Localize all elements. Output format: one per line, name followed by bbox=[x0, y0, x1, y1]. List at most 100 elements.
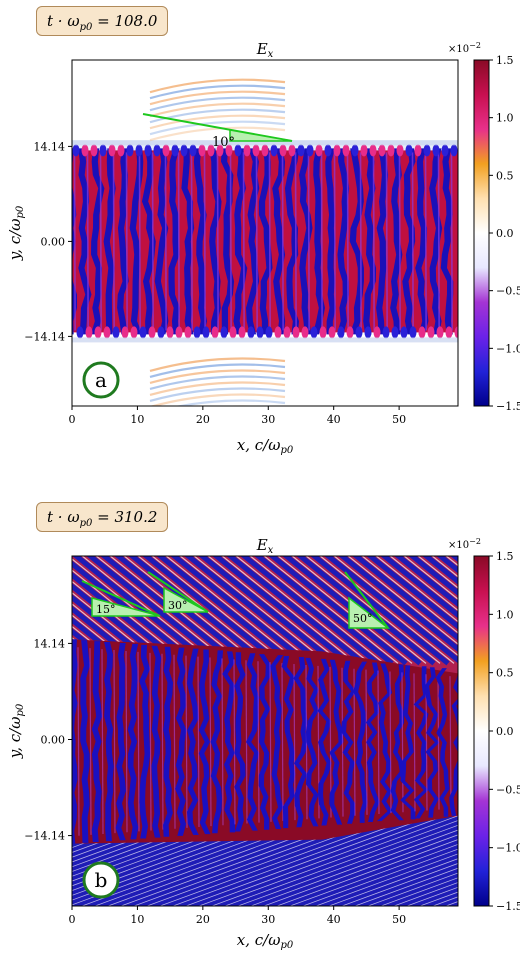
ripple-line bbox=[149, 363, 286, 379]
fringe-top bbox=[207, 144, 215, 157]
diag-stripe-blue bbox=[369, 873, 458, 906]
diag-stripe-blue bbox=[213, 816, 458, 906]
stripe-negative bbox=[341, 660, 357, 824]
stripe-negative bbox=[449, 673, 458, 816]
diag-stripe-white bbox=[275, 839, 458, 906]
time-label-b: t · ωp0 = 310.2 bbox=[36, 502, 169, 532]
colorbar-tick-label: −1.0 bbox=[496, 842, 520, 855]
colorbar-scale: ×10−2 bbox=[448, 537, 481, 551]
fringe-bottom bbox=[202, 326, 210, 339]
diag-stripe-blue bbox=[0, 551, 28, 663]
stripe-negative bbox=[258, 148, 273, 335]
x-tick-label: 0 bbox=[69, 913, 76, 926]
stripe-negative bbox=[363, 148, 377, 335]
fringe-bottom bbox=[445, 326, 453, 339]
diag-stripe-blue bbox=[198, 556, 338, 666]
fringe-bottom bbox=[157, 326, 165, 339]
diag-stripe-white bbox=[305, 556, 441, 664]
ripple-line bbox=[149, 90, 286, 106]
ripple-line bbox=[149, 357, 286, 373]
band-halo-top bbox=[72, 140, 458, 146]
stripe-edge bbox=[209, 657, 212, 827]
stripe-edge bbox=[173, 654, 176, 829]
diag-stripe-blue bbox=[382, 878, 458, 906]
diag-stripe-white bbox=[0, 551, 34, 663]
fringe-top bbox=[162, 144, 170, 157]
fringe-bottom bbox=[283, 326, 291, 339]
y-tick-label: 0.00 bbox=[41, 235, 66, 248]
ripple-line bbox=[149, 84, 286, 100]
stripe-negative bbox=[175, 647, 187, 836]
stripe-negative bbox=[181, 148, 195, 335]
stripe-edge bbox=[449, 676, 452, 809]
fringe-bottom bbox=[454, 326, 458, 339]
stripe-negative bbox=[440, 148, 454, 335]
ripple-line bbox=[149, 375, 286, 391]
stripe-negative bbox=[390, 148, 403, 335]
stripe-negative bbox=[305, 657, 319, 827]
y-axis-ticks: 14.14 0.00 −14.14 bbox=[24, 140, 72, 343]
fringe-bottom bbox=[256, 326, 264, 339]
diag-stripe-blue bbox=[156, 556, 296, 666]
stripe-negative bbox=[376, 148, 389, 335]
diag-stripe-white bbox=[333, 556, 458, 657]
x-axis-label: x, c/ωp0 bbox=[237, 931, 294, 951]
colorbar-ticks: 1.5 1.0 0.5 0.0 −0.5 −1.0 −1.5 bbox=[489, 550, 520, 913]
fringe-top bbox=[333, 144, 341, 157]
y-axis-label: y, c/ωp0 bbox=[6, 205, 26, 261]
colorbar-tick-label: −1.0 bbox=[496, 342, 520, 355]
stripe-edge bbox=[294, 152, 297, 331]
stripe-edge bbox=[112, 152, 115, 331]
svg-text:b: b bbox=[95, 868, 108, 892]
diag-stripe-blue bbox=[187, 813, 441, 906]
stripe-edge bbox=[389, 671, 392, 814]
panel-badge: a bbox=[82, 361, 120, 399]
y-axis-ticks: 14.14 0.00 −14.14 bbox=[24, 637, 72, 843]
heatmap-area bbox=[0, 551, 520, 911]
stripe-edge bbox=[333, 152, 336, 331]
fringe-top bbox=[243, 144, 251, 157]
colorbar-tick-label: −1.5 bbox=[496, 400, 520, 413]
stripe-negative bbox=[325, 148, 336, 335]
stripe-edge bbox=[281, 152, 284, 331]
diag-stripe-blue bbox=[505, 816, 520, 911]
diag-stripe-blue bbox=[226, 556, 366, 666]
diag-stripe-white bbox=[184, 815, 434, 906]
y-tick-label: −14.14 bbox=[24, 830, 65, 843]
fringe-bottom bbox=[184, 326, 192, 339]
diag-stripe-white bbox=[0, 551, 6, 663]
svg-text:a: a bbox=[95, 368, 107, 392]
stripe-negative bbox=[186, 648, 199, 836]
fringe-bottom bbox=[229, 326, 237, 339]
diag-stripe-blue bbox=[252, 830, 458, 906]
fringe-bottom bbox=[130, 326, 138, 339]
fringe-top bbox=[189, 144, 197, 157]
diag-stripe-blue bbox=[254, 556, 394, 666]
diag-stripe-white bbox=[314, 853, 458, 906]
stripe-edge bbox=[185, 655, 188, 828]
fringe-top bbox=[432, 144, 440, 157]
diag-stripe-white bbox=[207, 556, 343, 664]
ripple-line bbox=[149, 387, 286, 403]
fringe-top bbox=[405, 144, 413, 157]
angle-annotation-30: 30° bbox=[147, 571, 209, 613]
stripe-negative bbox=[353, 661, 368, 823]
fringe-bottom bbox=[337, 326, 345, 339]
stripe-negative bbox=[402, 148, 416, 335]
colorbar bbox=[473, 555, 490, 907]
stripe-edge bbox=[86, 152, 89, 331]
stripe-negative bbox=[154, 148, 169, 335]
stripe-negative bbox=[245, 653, 260, 831]
diag-stripe-blue bbox=[142, 556, 282, 666]
stripe-negative bbox=[435, 668, 450, 817]
diag-stripe-white bbox=[95, 556, 231, 664]
stripe-edge bbox=[164, 152, 167, 331]
stripe-edge bbox=[99, 152, 102, 331]
diag-stripe-white bbox=[353, 867, 458, 906]
diag-stripe-white bbox=[498, 816, 520, 911]
ripple-line bbox=[149, 120, 286, 136]
diag-stripe-white bbox=[431, 556, 458, 578]
diag-stripe-blue bbox=[265, 835, 458, 906]
stripe-negative bbox=[163, 646, 174, 837]
stripe-edge bbox=[320, 152, 323, 331]
